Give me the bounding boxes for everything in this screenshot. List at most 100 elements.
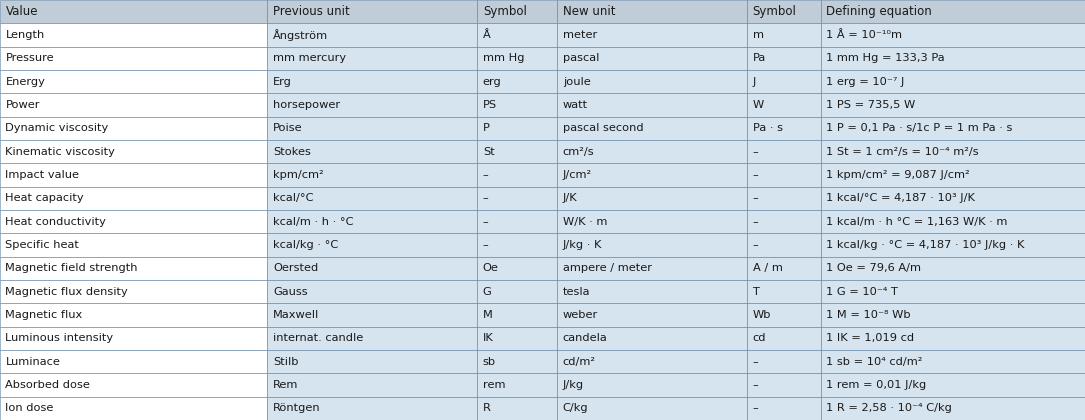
Bar bbox=[821, 373, 1085, 396]
Text: W/K · m: W/K · m bbox=[563, 217, 607, 227]
Bar bbox=[558, 0, 748, 24]
Bar bbox=[477, 373, 558, 396]
Text: IK: IK bbox=[483, 333, 494, 343]
Text: –: – bbox=[753, 403, 758, 413]
Bar bbox=[0, 140, 267, 163]
Text: Ångström: Ångström bbox=[273, 29, 328, 41]
Text: meter: meter bbox=[563, 30, 597, 40]
Bar bbox=[267, 257, 477, 280]
Bar bbox=[477, 210, 558, 234]
Text: Ion dose: Ion dose bbox=[5, 403, 54, 413]
Text: Oe: Oe bbox=[483, 263, 499, 273]
Bar bbox=[0, 210, 267, 234]
Bar bbox=[477, 47, 558, 70]
Text: Gauss: Gauss bbox=[273, 287, 307, 297]
Text: Magnetic flux: Magnetic flux bbox=[5, 310, 82, 320]
Bar bbox=[267, 117, 477, 140]
Bar bbox=[267, 210, 477, 234]
Text: –: – bbox=[753, 147, 758, 157]
Bar bbox=[0, 373, 267, 396]
Text: mm Hg: mm Hg bbox=[483, 53, 524, 63]
Bar bbox=[477, 70, 558, 93]
Bar bbox=[0, 303, 267, 327]
Text: Power: Power bbox=[5, 100, 40, 110]
Text: 1 sb = 10⁴ cd/m²: 1 sb = 10⁴ cd/m² bbox=[827, 357, 922, 367]
Bar bbox=[0, 257, 267, 280]
Text: –: – bbox=[483, 240, 488, 250]
Text: internat. candle: internat. candle bbox=[273, 333, 363, 343]
Text: J: J bbox=[753, 77, 756, 87]
Text: 1 M = 10⁻⁸ Wb: 1 M = 10⁻⁸ Wb bbox=[827, 310, 911, 320]
Text: –: – bbox=[753, 357, 758, 367]
Bar bbox=[821, 93, 1085, 117]
Text: –: – bbox=[753, 193, 758, 203]
Bar bbox=[821, 140, 1085, 163]
Bar bbox=[267, 234, 477, 257]
Bar bbox=[748, 163, 821, 186]
Text: –: – bbox=[753, 380, 758, 390]
Text: Magnetic flux density: Magnetic flux density bbox=[5, 287, 128, 297]
Bar bbox=[821, 47, 1085, 70]
Text: Erg: Erg bbox=[273, 77, 292, 87]
Bar bbox=[821, 24, 1085, 47]
Text: Stokes: Stokes bbox=[273, 147, 310, 157]
Bar bbox=[0, 396, 267, 420]
Text: C/kg: C/kg bbox=[563, 403, 588, 413]
Bar bbox=[558, 24, 748, 47]
Text: 1 G = 10⁻⁴ T: 1 G = 10⁻⁴ T bbox=[827, 287, 898, 297]
Bar bbox=[477, 280, 558, 303]
Text: Specific heat: Specific heat bbox=[5, 240, 79, 250]
Text: J/kg: J/kg bbox=[563, 380, 584, 390]
Bar bbox=[748, 210, 821, 234]
Bar bbox=[0, 93, 267, 117]
Text: pascal: pascal bbox=[563, 53, 599, 63]
Bar bbox=[0, 70, 267, 93]
Text: –: – bbox=[483, 217, 488, 227]
Bar bbox=[477, 257, 558, 280]
Text: A / m: A / m bbox=[753, 263, 782, 273]
Text: kcal/kg · °C: kcal/kg · °C bbox=[273, 240, 339, 250]
Text: J/cm²: J/cm² bbox=[563, 170, 591, 180]
Bar bbox=[821, 280, 1085, 303]
Text: cd/m²: cd/m² bbox=[563, 357, 596, 367]
Bar bbox=[558, 396, 748, 420]
Text: Energy: Energy bbox=[5, 77, 46, 87]
Text: Previous unit: Previous unit bbox=[273, 5, 349, 18]
Text: 1 kcal/kg · °C = 4,187 · 10³ J/kg · K: 1 kcal/kg · °C = 4,187 · 10³ J/kg · K bbox=[827, 240, 1024, 250]
Bar bbox=[477, 0, 558, 24]
Bar bbox=[558, 70, 748, 93]
Bar bbox=[0, 280, 267, 303]
Bar bbox=[477, 303, 558, 327]
Text: m: m bbox=[753, 30, 764, 40]
Text: Kinematic viscosity: Kinematic viscosity bbox=[5, 147, 115, 157]
Bar bbox=[477, 350, 558, 373]
Bar bbox=[267, 373, 477, 396]
Bar bbox=[0, 350, 267, 373]
Text: 1 kcal/m · h °C = 1,163 W/K · m: 1 kcal/m · h °C = 1,163 W/K · m bbox=[827, 217, 1008, 227]
Text: –: – bbox=[483, 193, 488, 203]
Text: –: – bbox=[753, 240, 758, 250]
Bar bbox=[0, 117, 267, 140]
Bar bbox=[821, 350, 1085, 373]
Bar bbox=[558, 210, 748, 234]
Text: J/kg · K: J/kg · K bbox=[563, 240, 602, 250]
Bar bbox=[477, 163, 558, 186]
Bar bbox=[477, 117, 558, 140]
Bar bbox=[0, 24, 267, 47]
Bar bbox=[821, 303, 1085, 327]
Text: St: St bbox=[483, 147, 495, 157]
Text: horsepower: horsepower bbox=[273, 100, 340, 110]
Text: R: R bbox=[483, 403, 490, 413]
Bar bbox=[267, 303, 477, 327]
Text: rem: rem bbox=[483, 380, 506, 390]
Text: pascal second: pascal second bbox=[563, 123, 643, 133]
Bar bbox=[477, 234, 558, 257]
Bar bbox=[748, 234, 821, 257]
Text: Impact value: Impact value bbox=[5, 170, 79, 180]
Bar bbox=[748, 327, 821, 350]
Text: P: P bbox=[483, 123, 489, 133]
Text: Pa: Pa bbox=[753, 53, 766, 63]
Bar bbox=[477, 140, 558, 163]
Bar bbox=[267, 186, 477, 210]
Bar bbox=[477, 327, 558, 350]
